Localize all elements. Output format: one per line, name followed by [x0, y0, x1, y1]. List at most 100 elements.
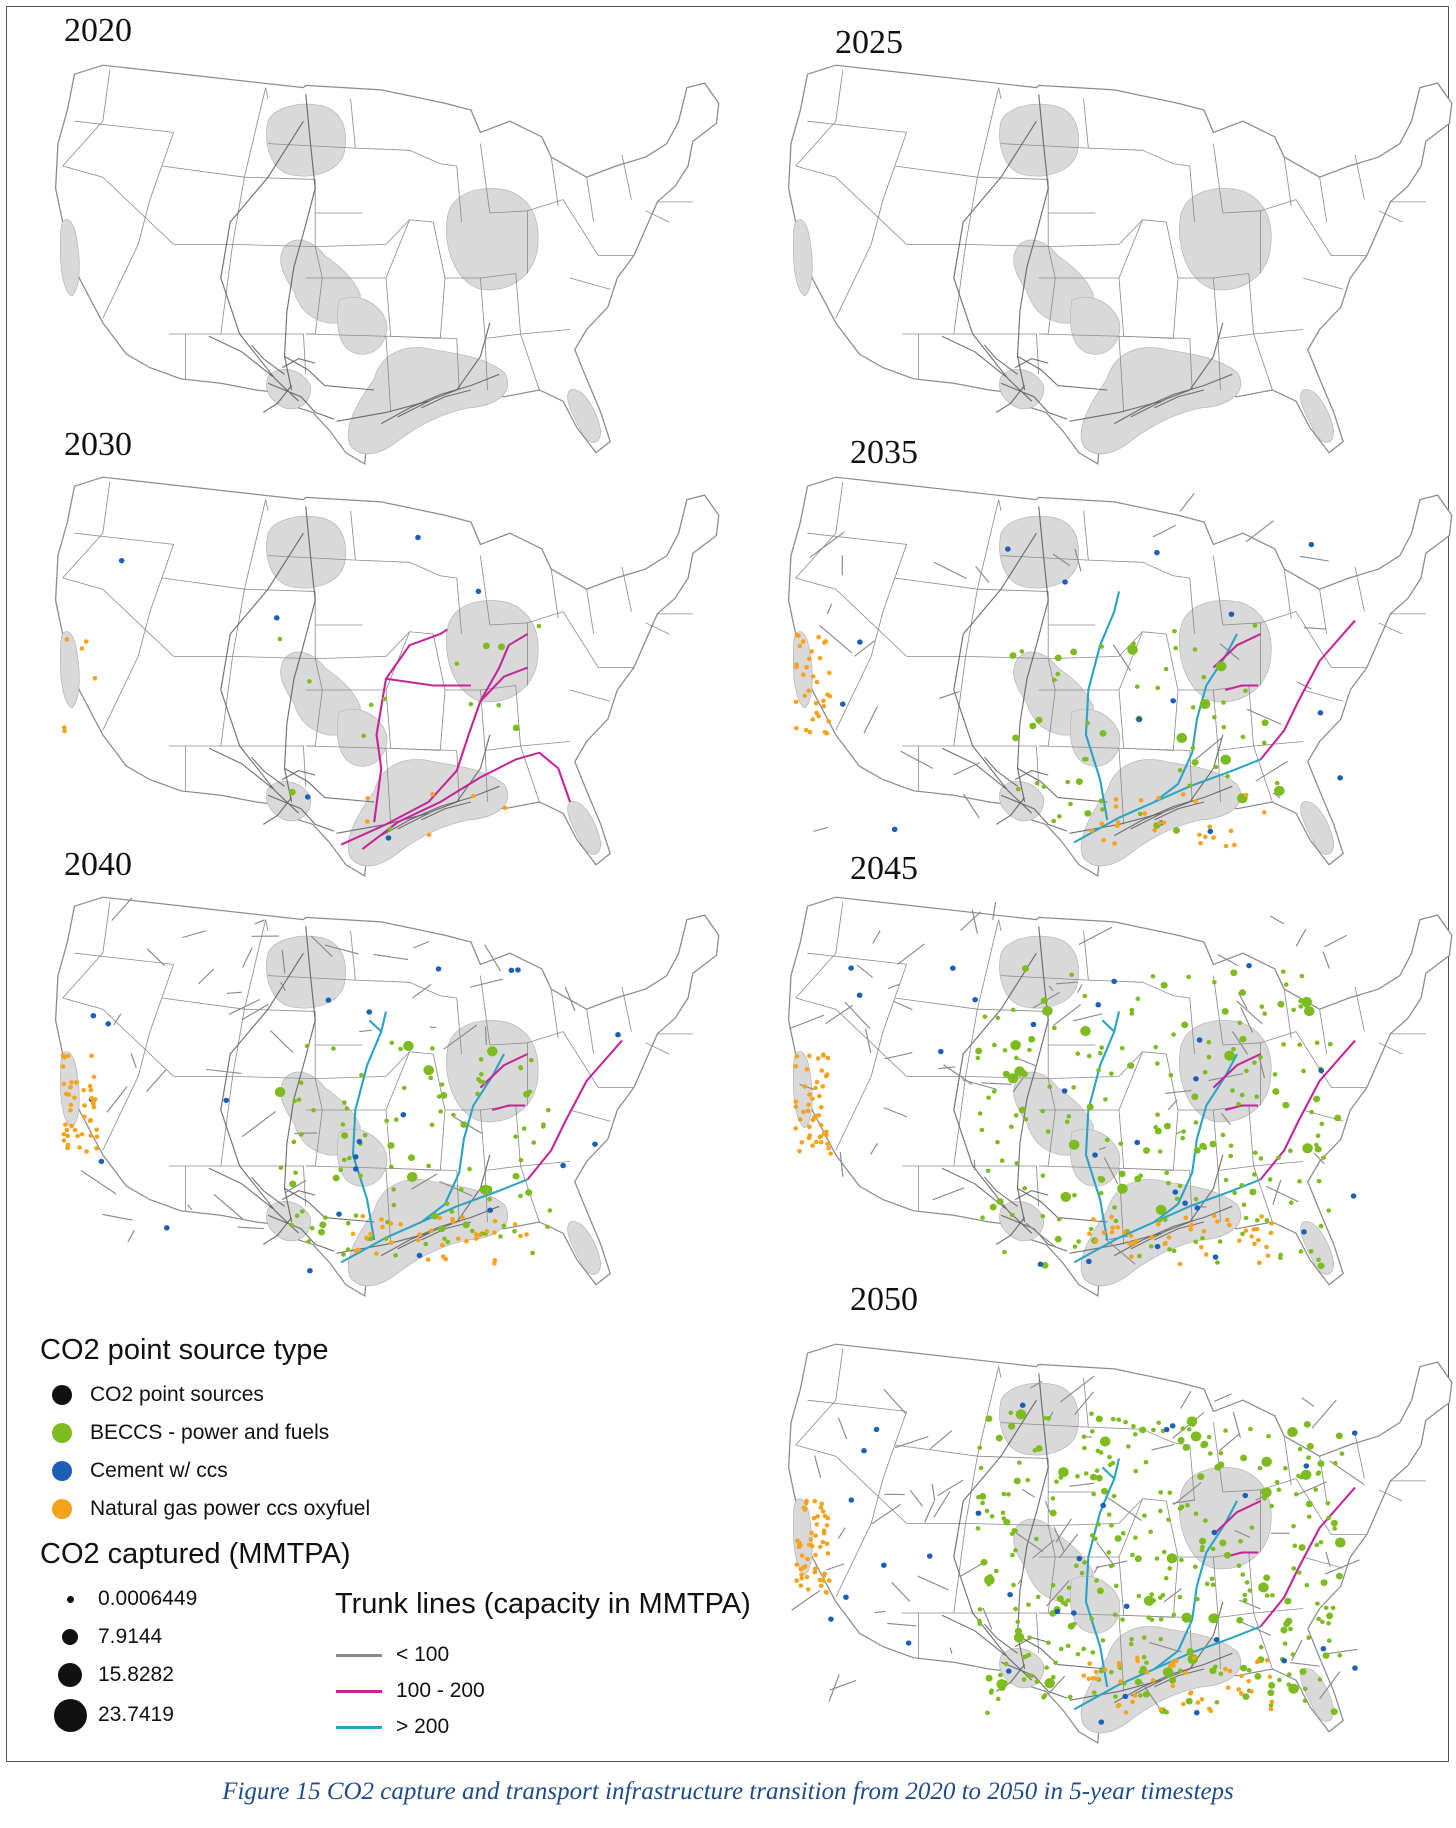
magenta-line-icon: [336, 1689, 382, 1693]
trunk-line-small: [1173, 1482, 1202, 1506]
point-source: [1062, 579, 1068, 585]
point-source: [438, 1109, 443, 1114]
point-source: [820, 1052, 826, 1057]
point-source: [1057, 814, 1062, 819]
point-source: [1060, 1600, 1066, 1605]
point-source: [798, 1583, 804, 1588]
point-source: [1239, 1183, 1245, 1188]
state-border: [795, 901, 844, 999]
point-source: [1201, 674, 1207, 680]
point-source: [458, 1187, 464, 1192]
point-source: [379, 1217, 384, 1222]
point-source: [993, 1568, 999, 1574]
state-border: [244, 176, 316, 180]
point-source: [307, 1268, 313, 1274]
point-source: [309, 1225, 315, 1231]
state-border: [1118, 689, 1125, 749]
point-source: [1096, 1068, 1101, 1073]
point-source: [69, 1080, 74, 1085]
trunk-line-medium: [1212, 1500, 1262, 1536]
trunk-line-medium: [1224, 684, 1259, 691]
point-source: [1114, 823, 1120, 828]
point-source: [1006, 1492, 1011, 1497]
state-border: [953, 656, 967, 747]
point-source: [1106, 1512, 1112, 1517]
point-source: [523, 1090, 531, 1098]
trunk-line-small: [1025, 1222, 1056, 1248]
point-source: [905, 1640, 912, 1646]
point-source: [1021, 1677, 1027, 1682]
point-source: [508, 967, 515, 974]
point-source: [1115, 820, 1121, 825]
point-source: [1315, 1133, 1321, 1138]
point-source: [1242, 1592, 1248, 1598]
point-source: [1283, 1466, 1288, 1471]
point-source: [1094, 1578, 1099, 1583]
point-source: [1055, 671, 1061, 677]
point-source: [350, 1231, 356, 1237]
point-source: [387, 826, 393, 832]
point-source: [291, 1139, 297, 1145]
point-source: [1116, 1702, 1122, 1708]
point-source: [995, 1139, 1000, 1145]
trunk-line-small: [1217, 954, 1239, 967]
point-source: [69, 1123, 74, 1129]
point-source: [72, 1127, 78, 1133]
point-source: [1169, 1676, 1177, 1684]
point-source: [1011, 1582, 1016, 1588]
size-dot-icon: [66, 1595, 74, 1603]
point-source: [819, 1501, 825, 1506]
trunk-line-small: [564, 986, 576, 1012]
trunk-line-small: [1272, 1179, 1282, 1205]
point-source: [1132, 1693, 1138, 1698]
trunk-line-small: [410, 1173, 438, 1190]
point-source: [64, 1127, 70, 1133]
state-border: [267, 143, 356, 149]
point-source: [429, 1122, 435, 1128]
point-source: [1042, 1005, 1053, 1017]
point-source: [464, 1239, 469, 1244]
trunk-line-small: [1058, 1533, 1079, 1559]
point-source: [1066, 1114, 1072, 1119]
existing-pipeline: [1189, 1154, 1224, 1223]
storage-basin: [266, 103, 346, 177]
legend-source-type-title: CO2 point source type: [40, 1334, 329, 1366]
state-border: [1000, 143, 1089, 149]
point-source: [88, 1118, 94, 1123]
point-source: [1172, 1189, 1179, 1195]
point-source: [515, 967, 521, 973]
point-source: [1058, 1475, 1064, 1480]
point-source: [1318, 1223, 1324, 1229]
trunk-line-small: [228, 998, 260, 1016]
point-source: [1258, 1055, 1263, 1060]
point-source: [60, 1052, 66, 1058]
point-source: [1149, 1592, 1155, 1597]
point-source: [1326, 1208, 1332, 1213]
point-source: [521, 1126, 527, 1131]
trunk-line-medium: [1224, 1104, 1259, 1111]
existing-pipeline: [283, 926, 316, 1223]
point-source: [1137, 1253, 1142, 1259]
point-source: [1236, 1101, 1241, 1107]
existing-pipeline: [941, 1614, 1007, 1656]
point-source: [1254, 1218, 1260, 1223]
point-source: [1054, 1235, 1062, 1243]
storage-basin: [999, 1382, 1079, 1456]
point-source: [1264, 1593, 1270, 1598]
point-source: [1144, 1670, 1150, 1675]
storage-basin: [446, 600, 539, 703]
point-source: [1318, 1539, 1324, 1545]
existing-pipeline: [1016, 926, 1049, 1223]
point-source: [1246, 1678, 1252, 1684]
point-source: [61, 1131, 67, 1137]
point-source: [805, 1108, 811, 1114]
point-source: [1152, 827, 1157, 833]
us-map: [54, 896, 720, 1297]
trunk-line-small: [791, 1589, 821, 1611]
point-source: [325, 997, 332, 1003]
point-source: [426, 1163, 431, 1169]
point-source: [91, 1101, 96, 1107]
point-source: [1129, 1636, 1134, 1642]
point-source: [1330, 1605, 1336, 1611]
trunk-line-small: [891, 1581, 911, 1602]
